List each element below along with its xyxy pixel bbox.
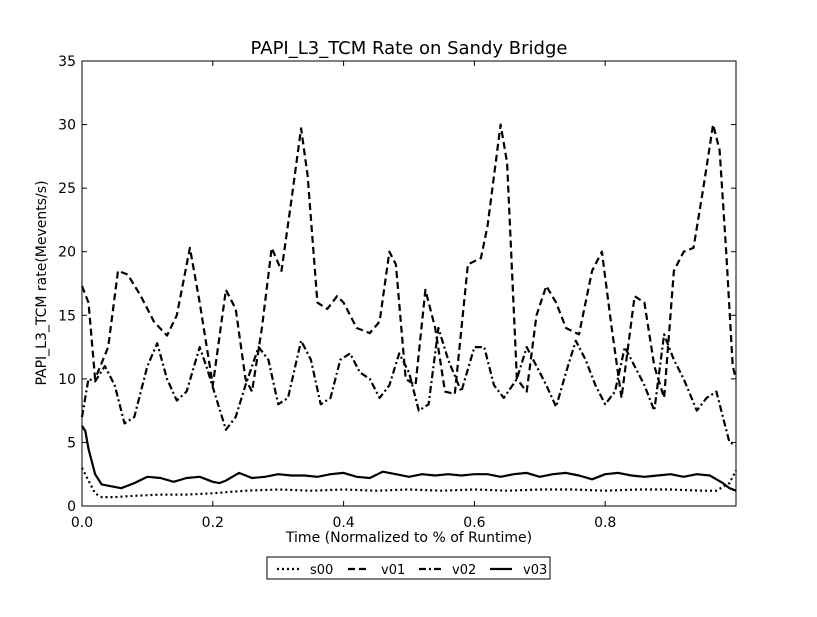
x-tick-label: 0.8 [594, 515, 616, 531]
legend-label-v01: v01 [381, 563, 405, 578]
legend-frame [266, 556, 551, 580]
series-layer [80, 123, 738, 499]
x-tick-label: 0.0 [71, 515, 93, 531]
x-tick-label: 0.2 [202, 515, 224, 531]
x-tick-label: 0.4 [332, 515, 354, 531]
series-line-v03 [81, 425, 737, 492]
y-tick-label: 20 [58, 245, 76, 261]
y-axis-label: PAPI_L3_TCM rate(Mevents/s) [34, 180, 50, 385]
y-tick-label: 5 [67, 435, 76, 451]
plot-area [80, 60, 738, 507]
legend-label-s00: s00 [310, 563, 333, 578]
plot-frame [81, 60, 737, 507]
legend-items: s00 v01 v02 v03 [277, 563, 547, 578]
y-tick-label: 25 [58, 181, 76, 197]
legend-label-v02: v02 [452, 563, 476, 578]
y-axis-ticks: 0 5 10 15 20 25 30 35 [58, 54, 736, 515]
x-axis-label: Time (Normalized to % of Runtime) [285, 530, 532, 546]
series-line-v01 [80, 123, 738, 399]
series-line-s00 [81, 467, 737, 499]
y-tick-label: 10 [58, 372, 76, 388]
x-tick-label: 0.6 [463, 515, 485, 531]
y-tick-label: 15 [58, 308, 76, 324]
chart-title: PAPI_L3_TCM Rate on Sandy Bridge [251, 38, 568, 59]
y-tick-label: 0 [67, 499, 76, 515]
series-line-v02 [80, 326, 737, 447]
y-tick-label: 35 [58, 54, 76, 70]
y-tick-label: 30 [58, 118, 76, 134]
legend-label-v03: v03 [523, 563, 547, 578]
legend: s00 v01 v02 v03 [266, 556, 551, 580]
x-axis-ticks: 0.0 0.2 0.4 0.6 0.8 [71, 61, 616, 531]
